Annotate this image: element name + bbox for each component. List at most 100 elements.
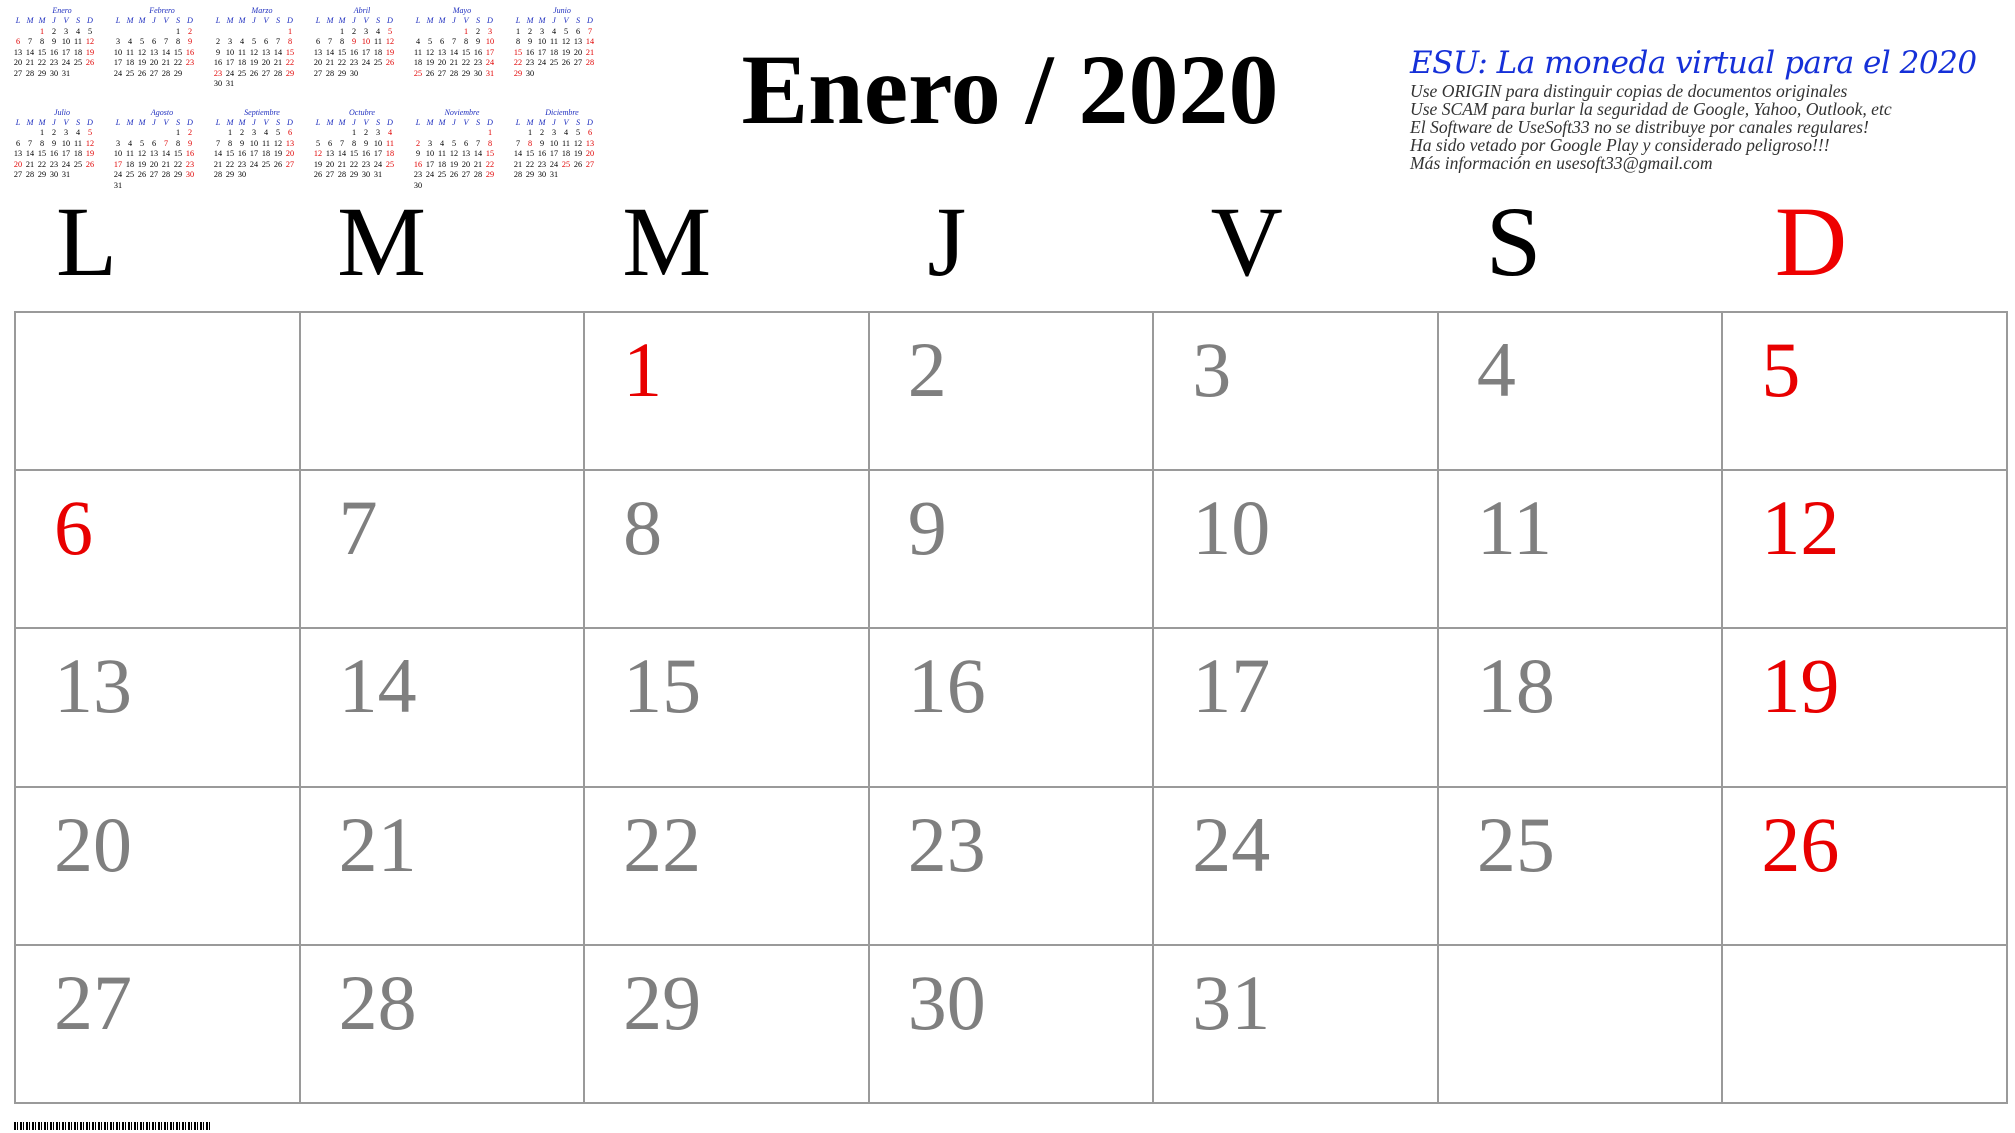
mini-day: 5 [87,128,93,137]
day-number: 26 [1761,800,1840,888]
mini-day: 29 [225,170,235,179]
mini-day: 22 [37,159,47,169]
mini-weekday: V [263,117,269,127]
mini-day: 8 [39,37,45,46]
mini-day: 28 [25,68,35,78]
mini-day [412,128,424,139]
mini-day: 21 [337,159,347,169]
mini-day: 24 [61,58,71,67]
weekday-saturday: S [1485,186,1542,297]
mini-day: 6 [151,138,157,148]
day-number: 9 [907,484,947,572]
mini-day: 5 [139,138,145,148]
mini-weekday: J [352,16,356,25]
mini-day: 10 [225,47,235,57]
day-number: 11 [1476,484,1552,572]
mini-day: 14 [161,47,171,57]
mini-day: 30 [537,170,547,179]
mini-day: 23 [349,58,359,67]
mini-day: 17 [61,47,71,57]
mini-weekday: D [587,16,593,25]
mini-day: 29 [173,68,183,78]
mini-weekday: D [187,117,193,127]
mini-weekday: M [438,117,446,127]
mini-day [184,181,196,192]
mini-weekday: J [152,16,156,25]
mini-day: 29 [349,170,359,179]
mini-day: 8 [39,138,45,148]
day-cell: 25 [1438,787,1724,946]
mini-day: 7 [275,37,281,46]
mini-day: 9 [51,37,57,46]
mini-day: 14 [513,149,523,158]
day-number: 25 [1476,800,1555,888]
mini-day: 23 [525,58,535,67]
mini-day: 2 [239,128,245,137]
mini-day [260,27,272,38]
mini-day: 24 [485,58,495,67]
mini-weekday: J [552,117,556,127]
mini-year-calendar: Enero L M M J V S D 1 2 3 4 5 6 7 8 9 10 11 12 13 14 15 16 17 18 1… [12,6,612,191]
mini-day: 23 [473,58,483,67]
mini-day: 26 [449,170,459,179]
mini-day: 5 [387,26,393,36]
mini-day: 11 [262,138,270,148]
mini-day: 5 [251,37,257,46]
day-cell [300,313,586,472]
mini-day: 20 [149,159,159,169]
mini-day [484,181,496,192]
mini-day: 20 [285,149,295,158]
mini-day: 29 [337,68,347,78]
mini-day: 4 [551,26,557,36]
mini-month-grid: L M M J V S D 1 2 3 4 5 6 7 8 9 10 11 12 13 14 15 16 17 18 19 20 21… [412,16,512,79]
mini-day: 31 [549,170,559,179]
mini-month-grid: L M M J V S D 1 2 3 4 5 6 7 8 9 10 11 12 13 14 15 16 17 18 19 20 21… [112,118,212,192]
mini-day: 18 [549,47,559,57]
mini-day: 13 [325,149,335,158]
mini-day [160,181,172,192]
mini-day: 8 [175,37,181,46]
mini-day: 15 [173,149,183,158]
mini-day: 6 [327,138,333,148]
day-number: 31 [1192,958,1271,1046]
mini-month: Octubre L M M J V S D 1 2 3 4 5 6 7 8 9 10 11 12 13 14 15 16 17 1… [312,108,412,192]
mini-day: 1 [515,26,521,36]
mini-day [24,128,36,139]
mini-weekday: L [515,16,521,25]
mini-day: 19 [449,159,459,169]
day-number: 12 [1761,484,1840,572]
mini-day: 20 [325,159,335,169]
mini-day: 4 [375,26,381,36]
day-number: 18 [1476,642,1555,730]
mini-day: 25 [373,58,383,67]
mini-day: 7 [339,138,345,148]
day-number: 20 [54,800,132,888]
mini-day [224,27,236,38]
mini-day: 13 [149,47,159,57]
mini-weekday: S [275,16,281,25]
mini-day: 4 [75,26,81,36]
mini-month-grid: L M M J V S D 1 2 3 4 5 6 7 8 9 10 11 12 13 14 15 16 17 18 19 20 21… [212,118,312,181]
mini-day: 4 [387,128,393,137]
day-cell: 8 [585,471,870,630]
mini-day [536,69,548,80]
day-cell: 1 [585,313,870,472]
mini-day: 13 [13,47,23,57]
mini-day: 3 [227,37,233,46]
day-number: 16 [907,642,986,730]
mini-day: 8 [527,138,533,148]
mini-day: 22 [349,159,359,169]
mini-day: 13 [437,47,447,57]
day-cell [1723,945,2008,1104]
mini-day: 16 [49,149,59,158]
mini-day: 21 [325,58,335,67]
mini-day: 8 [463,37,469,46]
mini-month-grid: L M M J V S D 1 2 3 4 5 6 7 8 9 10 11 12 13 14 15 16 17 18 19 20 21… [512,118,612,181]
mini-weekday: L [15,117,21,127]
mini-day: 3 [115,37,121,46]
mini-day: 10 [485,37,495,46]
promo-line: Ha sido vetado por Google Play y conside… [1410,135,1830,155]
mini-day: 18 [73,149,83,158]
mini-weekday: L [115,16,121,25]
mini-day: 18 [561,149,571,158]
